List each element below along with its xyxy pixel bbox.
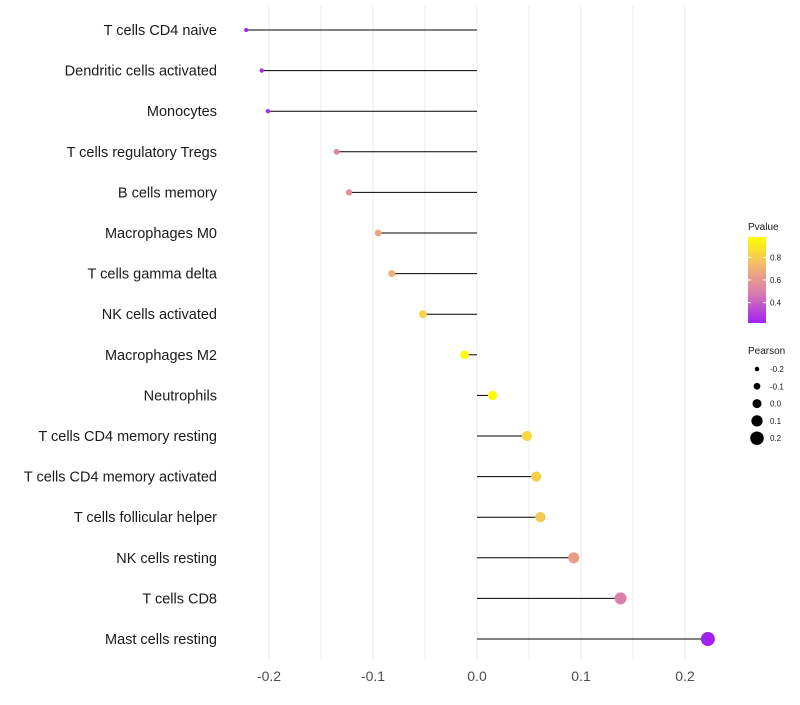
size-legend-dot <box>753 382 761 390</box>
point-t-cells-regulatory-tregs <box>333 148 340 155</box>
x-tick-label: 0.1 <box>571 668 591 684</box>
category-label-t-cells-cd4-memory-activated: T cells CD4 memory activated <box>24 470 217 486</box>
point-t-cells-cd4-naive <box>244 28 249 32</box>
point-monocytes <box>265 108 271 114</box>
category-label-t-cells-cd8: T cells CD8 <box>142 591 217 607</box>
x-axis-ticks: -0.2 -0.1 0.0 0.1 0.2 <box>257 668 695 684</box>
grid <box>268 6 686 660</box>
point-t-cells-follicular-helper <box>535 512 546 523</box>
x-tick-label: 0.2 <box>675 668 695 684</box>
lollipop-points <box>244 28 715 646</box>
point-macrophages-m0 <box>374 229 382 237</box>
colorbar-tick-label: 0.4 <box>770 299 782 308</box>
category-label-t-cells-cd4-memory-resting: T cells CD4 memory resting <box>38 429 217 445</box>
colorbar-tick-label: 0.8 <box>770 253 782 262</box>
size-legend-dot <box>751 415 763 427</box>
pvalue-colorbar <box>748 237 766 323</box>
pvalue-legend-title: Pvalue <box>748 222 779 233</box>
colorbar-tick-label: 0.6 <box>770 276 782 285</box>
size-legend-label: -0.2 <box>770 365 784 374</box>
point-t-cells-cd4-memory-activated <box>531 471 542 482</box>
size-legend-label: 0.2 <box>770 434 782 443</box>
point-dendritic-cells-activated <box>259 68 264 73</box>
category-label-t-cells-cd4-naive: T cells CD4 naive <box>104 23 217 39</box>
x-tick-label: -0.2 <box>257 668 281 684</box>
category-label-nk-cells-activated: NK cells activated <box>102 307 217 323</box>
point-neutrophils <box>487 390 498 401</box>
point-nk-cells-resting <box>568 552 580 564</box>
category-label-t-cells-follicular-helper: T cells follicular helper <box>74 510 217 526</box>
category-label-mast-cells-resting: Mast cells resting <box>105 632 217 648</box>
size-legend-label: 0.0 <box>770 400 782 409</box>
point-nk-cells-activated <box>419 310 427 319</box>
point-t-cells-cd8 <box>614 592 627 605</box>
size-legend-label: 0.1 <box>770 417 782 426</box>
size-legend-dot <box>752 399 762 409</box>
point-mast-cells-resting <box>700 632 715 646</box>
point-t-cells-gamma-delta <box>388 270 396 278</box>
category-label-macrophages-m0: Macrophages M0 <box>105 226 217 242</box>
pearson-size-legend: Pearson -0.2 -0.1 0.0 0.1 0.2 <box>748 346 785 445</box>
category-label-dendritic-cells-activated: Dendritic cells activated <box>65 64 217 80</box>
size-legend-dot <box>750 431 764 445</box>
category-labels: T cells CD4 naive Dendritic cells activat… <box>24 23 218 648</box>
point-b-cells-memory <box>345 189 353 196</box>
category-label-monocytes: Monocytes <box>147 104 217 120</box>
point-macrophages-m2 <box>460 350 469 360</box>
lollipop-stems <box>246 29 708 640</box>
category-label-neutrophils: Neutrophils <box>144 388 217 404</box>
category-label-t-cells-gamma-delta: T cells gamma delta <box>88 267 218 283</box>
x-tick-label: -0.1 <box>361 668 385 684</box>
size-legend-label: -0.1 <box>770 382 784 391</box>
category-label-t-cells-regulatory-tregs: T cells regulatory Tregs <box>67 145 217 161</box>
pearson-legend-title: Pearson <box>748 346 785 357</box>
pvalue-legend: Pvalue 0.4 0.6 0.8 <box>748 222 782 323</box>
category-label-b-cells-memory: B cells memory <box>118 185 218 201</box>
category-label-macrophages-m2: Macrophages M2 <box>105 348 217 364</box>
size-legend-dot <box>754 366 760 372</box>
category-label-nk-cells-resting: NK cells resting <box>116 551 217 567</box>
x-tick-label: 0.0 <box>467 668 487 684</box>
point-t-cells-cd4-memory-resting <box>521 430 532 442</box>
